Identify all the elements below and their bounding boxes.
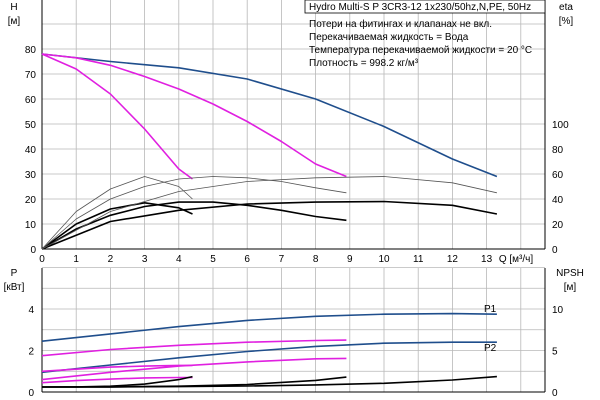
top-y-tick-label: 30 [25,170,37,181]
chart-note: Плотность = 998.2 кг/м³ [309,58,419,69]
top-right-axis-label: eta [559,2,573,13]
bottom-y-tick-label: 4 [28,305,34,316]
top-x-tick-label: 4 [176,254,182,265]
bottom-right-tick-label: 5 [552,347,558,358]
series-label-p2: P2 [484,343,497,354]
top-right-tick-label: 60 [552,170,564,181]
top-x-tick-label: 13 [481,254,493,265]
top-h-curve-1 [41,53,347,178]
top-y-axis-unit: [м] [8,16,21,27]
top-y-axis-label: H [10,2,17,13]
bottom-y-axis-label: P [11,268,18,279]
top-x-tick-label: 1 [73,254,79,265]
axes [41,0,546,393]
bottom-p2-curve-1 [41,341,497,374]
top-x-tick-label: 3 [142,254,148,265]
top-x-tick-label: 11 [413,254,424,265]
top-eta-curve-5 [41,202,193,250]
top-x-axis-label: Q [м³/ч] [499,254,534,265]
top-x-tick-label: 10 [378,254,390,265]
top-y-tick-label: 50 [25,120,37,131]
top-y-tick-label: 20 [25,195,37,206]
top-eta-curve-4 [41,201,347,250]
bottom-right-tick-label: 0 [552,388,558,399]
chart-note: Температура перекачиваемой жидкости = 20… [309,45,532,56]
top-x-tick-label: 8 [313,254,319,265]
top-right-tick-label: 0 [552,245,558,256]
top-eta-curve-7 [41,176,347,250]
series-label-p1: P1 [484,304,497,315]
top-h-curve-2 [41,53,193,180]
top-right-tick-label: 40 [552,195,564,206]
top-x-tick-label: 2 [108,254,114,265]
bottom-p1-curve-4 [41,364,193,373]
top-h-curve-0 [41,53,498,178]
top-right-tick-label: 20 [552,220,564,231]
top-x-tick-label: 6 [244,254,250,265]
top-right-axis-unit: [%] [559,16,574,27]
bottom-npsh-curve-8 [41,375,193,388]
top-eta-curve-8 [41,176,193,250]
bottom-p1-curve-0 [41,312,497,342]
title-box [304,0,546,14]
chart-note: Перекачиваемая жидкость = Вода [309,32,469,43]
chart-note: Потери на фитингах и клапанах не вкл. [309,18,492,30]
top-eta-curve-6 [41,176,497,250]
top-x-tick-label: 0 [39,254,45,265]
chart-text: 0 1 2 3 4 5 6 7 8 9 10 11 12 130102030405060708002040… [4,0,584,399]
bottom-right-tick-label: 10 [552,305,564,316]
bottom-p2-curve-5 [41,376,193,384]
bottom-right-axis-label: NPSH [556,268,584,279]
bottom-y-tick-label: 0 [28,388,34,399]
top-eta-curve-3 [41,200,498,250]
top-x-tick-label: 5 [210,254,216,265]
top-x-tick-label: 7 [279,254,285,265]
top-right-tick-label: 100 [552,120,569,131]
top-y-tick-label: 60 [25,95,37,106]
top-right-tick-label: 80 [552,145,564,156]
top-y-tick-label: 70 [25,70,37,81]
bottom-p2-curve-3 [41,357,347,381]
bottom-right-axis-unit: [м] [564,282,577,293]
chart-title: Hydro Multi-S P 3CR3-12 1x230/50hz,N,PE,… [309,2,531,13]
top-x-tick-label: 9 [347,254,353,265]
series-lines [41,53,498,388]
top-y-tick-label: 40 [25,145,37,156]
top-y-tick-label: 80 [25,45,37,56]
top-x-tick-label: 12 [447,254,459,265]
top-y-tick-label: 0 [30,245,36,256]
top-y-tick-label: 10 [25,220,37,231]
bottom-y-tick-label: 2 [28,347,34,358]
bottom-y-axis-unit: [кВт] [4,282,25,293]
bottom-p1-curve-2 [41,339,347,357]
